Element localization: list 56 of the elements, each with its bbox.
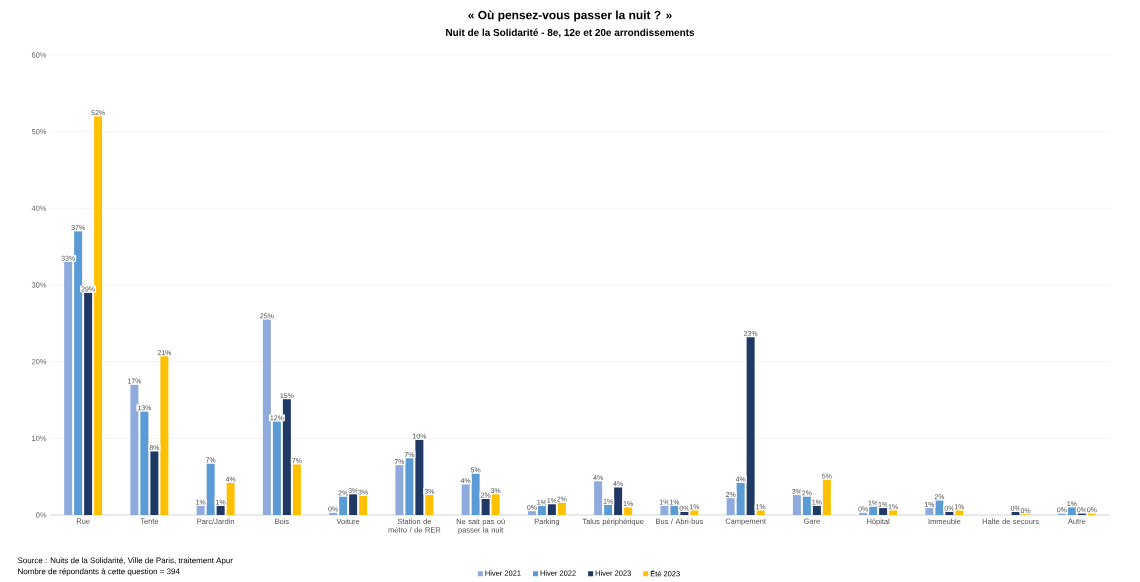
bar [869, 506, 878, 516]
bar [660, 505, 669, 516]
bar [395, 465, 404, 516]
bar [802, 496, 811, 516]
bar [690, 510, 699, 516]
bar [94, 116, 103, 516]
chart-subtitle: Nuit de la Solidarité - 8e, 12e et 20e arrondissements [446, 28, 695, 38]
bar [160, 356, 169, 516]
bar [925, 508, 934, 516]
bar [604, 505, 613, 516]
bar [216, 505, 225, 516]
bar [670, 505, 679, 516]
bar [527, 511, 536, 516]
bar [812, 505, 821, 516]
bar [614, 487, 623, 516]
bar [557, 502, 566, 516]
bar [262, 319, 271, 516]
bar [359, 495, 368, 516]
bar [461, 484, 470, 516]
bar [272, 421, 281, 516]
bar [349, 494, 358, 516]
bar [64, 262, 73, 516]
bar [756, 510, 765, 516]
bar [792, 495, 801, 516]
bar [889, 510, 898, 516]
bar [471, 473, 480, 516]
bar [680, 512, 689, 516]
bar [425, 495, 434, 516]
bar [74, 231, 83, 516]
bar [150, 451, 159, 516]
bar [226, 482, 235, 516]
bar [746, 337, 755, 516]
bar [736, 482, 745, 516]
bar [624, 507, 633, 516]
bar [292, 464, 301, 516]
bar [206, 463, 215, 516]
bar [491, 494, 500, 516]
chart-title: « Où pensez-vous passer la nuit ? » [468, 10, 672, 22]
bar [140, 411, 149, 516]
bar [339, 496, 348, 516]
bar [945, 512, 954, 516]
bar [879, 508, 888, 516]
bar [726, 498, 735, 516]
bar [955, 510, 964, 516]
bar [537, 505, 546, 516]
bar [935, 500, 944, 516]
bar [594, 481, 603, 516]
bar [405, 458, 414, 516]
bar [481, 499, 490, 516]
bar [547, 504, 556, 516]
bar [1067, 507, 1076, 516]
bar [196, 505, 205, 516]
bar [282, 399, 291, 516]
bar [130, 384, 139, 516]
bar [822, 479, 831, 516]
bar [84, 292, 93, 516]
